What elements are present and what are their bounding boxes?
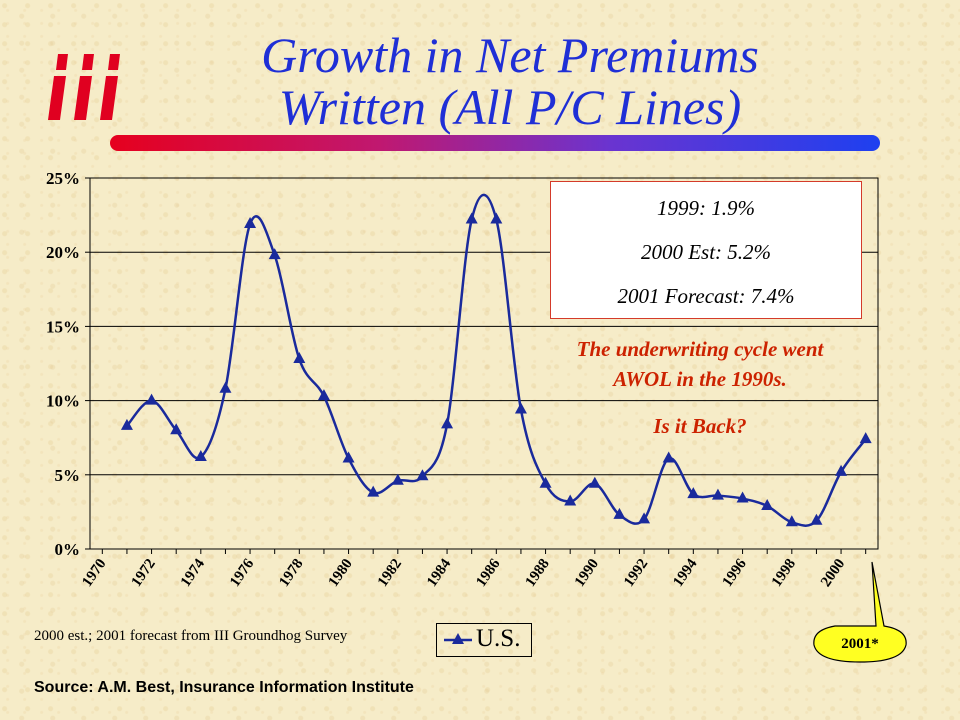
iii-logo — [48, 54, 120, 120]
data-point-marker — [687, 487, 700, 499]
source-line: Source: A.M. Best, Insurance Information… — [34, 679, 414, 696]
x-tick-label: 1988 — [523, 556, 553, 590]
data-point-marker — [835, 464, 848, 476]
data-point-marker — [785, 515, 798, 527]
y-tick-label: 25% — [46, 169, 80, 188]
x-tick-label: 1986 — [473, 556, 504, 590]
x-tick-label: 1984 — [424, 556, 455, 590]
data-point-marker — [293, 352, 306, 364]
x-tick-label: 1972 — [129, 556, 159, 590]
cycle-question: Is it Back? — [653, 414, 747, 438]
y-tick-label: 5% — [55, 466, 81, 485]
x-tick-label: 1974 — [178, 556, 209, 590]
x-tick-label: 1970 — [79, 556, 109, 590]
data-point-marker — [859, 432, 872, 444]
note-2000: 2000 Est: 5.2% — [640, 240, 772, 264]
cycle-annotation-line2: AWOL in the 1990s. — [613, 367, 787, 391]
x-tick-label: 1998 — [769, 556, 799, 590]
x-tick-label: 1990 — [572, 556, 602, 590]
data-point-marker — [170, 423, 183, 435]
data-point-marker — [564, 494, 577, 506]
data-point-marker — [514, 402, 527, 414]
data-point-marker — [367, 485, 380, 497]
callout-2001-label: 2001* — [841, 636, 879, 652]
data-point-marker — [465, 212, 478, 224]
x-tick-label: 1982 — [375, 556, 405, 590]
data-point-marker — [490, 212, 503, 224]
cycle-annotation-line1: The underwriting cycle went — [576, 337, 824, 361]
x-tick-label: 1994 — [670, 556, 701, 590]
x-tick-label: 1996 — [720, 556, 751, 590]
footnote: 2000 est.; 2001 forecast from III Ground… — [34, 628, 348, 644]
data-point-marker — [588, 476, 601, 488]
legend-box — [436, 623, 532, 657]
data-point-marker — [810, 513, 823, 525]
data-point-marker — [539, 476, 552, 488]
x-tick-label: 1978 — [276, 556, 306, 590]
data-point-marker — [342, 451, 355, 463]
x-tick-label: 1976 — [227, 556, 258, 590]
cycle-annotation: The underwriting cycle went AWOL in the … — [520, 334, 880, 394]
note-2001: 2001 Forecast: 7.4% — [617, 284, 795, 308]
data-point-marker — [711, 488, 724, 500]
x-tick-label: 2000 — [818, 556, 848, 590]
data-point-marker — [613, 507, 626, 519]
legend-marker — [452, 633, 464, 644]
data-point-marker — [662, 451, 675, 463]
data-point-marker — [145, 393, 158, 405]
data-point-marker — [268, 248, 281, 260]
y-tick-label: 10% — [46, 392, 80, 411]
y-tick-label: 20% — [46, 243, 80, 262]
data-point-marker — [120, 418, 133, 430]
data-point-marker — [416, 469, 429, 481]
y-tick-label: 0% — [55, 540, 81, 559]
page-title-line2: Written (All P/C Lines) — [278, 79, 742, 135]
data-point-marker — [219, 381, 232, 393]
page-title-line1: Growth in Net Premiums — [261, 27, 759, 83]
data-point-marker — [638, 512, 651, 524]
data-point-marker — [391, 473, 404, 485]
data-point-marker — [736, 491, 749, 503]
note-1999: 1999: 1.9% — [657, 196, 755, 220]
data-point-marker — [761, 498, 774, 510]
title-underline-bar — [110, 135, 880, 151]
data-point-marker — [194, 449, 207, 461]
legend-label-us: U.S. — [476, 625, 521, 652]
x-tick-label: 1980 — [326, 556, 356, 590]
data-point-marker — [317, 389, 330, 401]
stats-note-box: 1999: 1.9% 2000 Est: 5.2% 2001 Forecast:… — [550, 181, 862, 319]
x-tick-label: 1992 — [621, 556, 651, 590]
y-tick-label: 15% — [46, 317, 80, 336]
callout-2001-balloon — [813, 561, 907, 663]
data-point-marker — [244, 217, 257, 229]
data-point-marker — [441, 417, 454, 429]
